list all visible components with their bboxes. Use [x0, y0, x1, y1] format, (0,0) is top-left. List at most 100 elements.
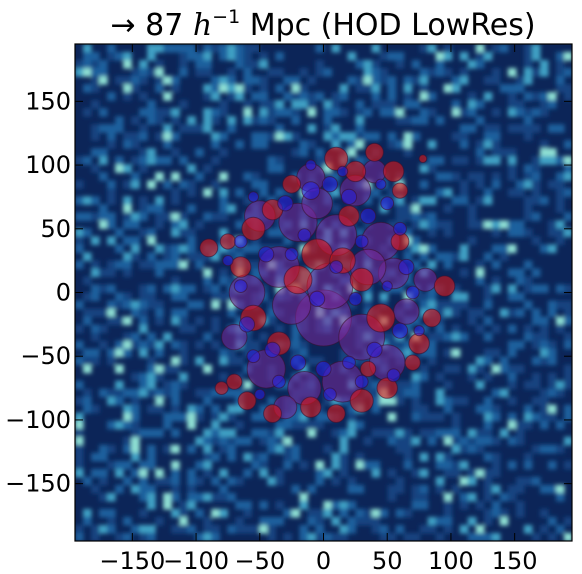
- heatmap-cell: [331, 428, 341, 438]
- heatmap-cell: [171, 492, 180, 502]
- heatmap-cell: [403, 276, 413, 286]
- heatmap-cell: [251, 172, 260, 181]
- heatmap-cell: [451, 444, 461, 454]
- heatmap-cell: [475, 444, 485, 454]
- heatmap-cell: [483, 284, 493, 294]
- heatmap-cell: [227, 84, 236, 93]
- heatmap-cell: [427, 228, 437, 237]
- heatmap-cell: [515, 100, 525, 109]
- heatmap-cell: [507, 92, 517, 101]
- heatmap-cell: [291, 324, 301, 334]
- heatmap-cell: [251, 524, 260, 534]
- heatmap-cell: [435, 332, 445, 342]
- heatmap-cell: [147, 228, 156, 237]
- heatmap-cell: [299, 148, 309, 157]
- heatmap-cell: [531, 108, 541, 117]
- heatmap-cell: [219, 444, 228, 454]
- heatmap-cell: [483, 428, 493, 438]
- heatmap-cell: [363, 220, 373, 229]
- heatmap-cell: [235, 316, 244, 326]
- heatmap-cell: [523, 380, 533, 390]
- heatmap-cell: [123, 76, 132, 85]
- heatmap-cell: [219, 356, 228, 366]
- heatmap-cell: [251, 236, 260, 246]
- heatmap-cell: [387, 492, 397, 502]
- heatmap-cell: [435, 484, 445, 494]
- heatmap-cell: [443, 460, 453, 470]
- heatmap-cell: [515, 124, 525, 133]
- heatmap-cell: [363, 508, 373, 518]
- heatmap-cell: [99, 476, 108, 486]
- heatmap-cell: [187, 180, 196, 189]
- heatmap-cell: [563, 68, 572, 77]
- heatmap-cell: [203, 276, 212, 286]
- heatmap-cell: [107, 92, 116, 101]
- red-halos: [199, 142, 456, 424]
- heatmap-cell: [531, 444, 541, 454]
- heatmap-cell: [347, 428, 357, 438]
- heatmap-cell: [283, 420, 293, 430]
- heatmap-cell: [123, 268, 132, 278]
- heatmap-cell: [459, 492, 469, 502]
- heatmap-cell: [379, 68, 389, 77]
- heatmap-cell: [147, 180, 156, 189]
- heatmap-cell: [147, 52, 156, 61]
- heatmap-cell: [155, 340, 164, 350]
- heatmap-cell: [411, 204, 421, 213]
- heatmap-cell: [443, 492, 453, 502]
- heatmap-cell: [491, 484, 501, 494]
- heatmap-cell: [155, 372, 164, 382]
- heatmap-cell: [171, 148, 180, 157]
- heatmap-cell: [443, 300, 453, 310]
- heatmap-cell: [275, 324, 285, 334]
- heatmap-cell: [467, 108, 477, 117]
- heatmap-cell: [435, 324, 445, 334]
- heatmap-cell: [499, 388, 509, 398]
- red-halo-circle: [282, 174, 302, 194]
- heatmap-cell: [187, 404, 196, 414]
- heatmap-cell: [403, 100, 413, 109]
- heatmap-cell: [171, 276, 180, 286]
- heatmap-cell: [179, 260, 188, 270]
- heatmap-cell: [539, 196, 549, 205]
- heatmap-cell: [547, 156, 557, 165]
- heatmap-cell: [171, 340, 180, 350]
- heatmap-cell: [203, 444, 212, 454]
- heatmap-cell: [427, 196, 437, 205]
- heatmap-cell: [115, 468, 124, 478]
- heatmap-cell: [331, 516, 341, 526]
- heatmap-cell: [547, 244, 557, 254]
- heatmap-cell: [459, 436, 469, 446]
- heatmap-cell: [547, 300, 557, 310]
- heatmap-cell: [459, 476, 469, 486]
- heatmap-cell: [499, 44, 509, 53]
- heatmap-cell: [435, 412, 445, 422]
- heatmap-cell: [547, 340, 557, 350]
- heatmap-cell: [131, 300, 140, 310]
- heatmap-cell: [155, 308, 164, 318]
- heatmap-cell: [195, 508, 204, 518]
- heatmap-cell: [443, 508, 453, 518]
- heatmap-cell: [227, 452, 236, 462]
- heatmap-cell: [339, 108, 349, 117]
- heatmap-cell: [235, 60, 244, 69]
- heatmap-cell: [259, 52, 268, 61]
- heatmap-cell: [91, 332, 100, 342]
- red-halo-circle: [382, 160, 405, 183]
- heatmap-cell: [387, 340, 397, 350]
- heatmap-cell: [467, 308, 477, 318]
- heatmap-cell: [427, 428, 437, 438]
- heatmap-cell: [115, 380, 124, 390]
- heatmap-cell: [443, 524, 453, 534]
- heatmap-cell: [131, 484, 140, 494]
- blue-halo-circle: [289, 354, 307, 371]
- heatmap-cell: [403, 340, 413, 350]
- heatmap-cell: [427, 260, 437, 270]
- heatmap-cell: [395, 196, 405, 205]
- heatmap-cell: [91, 124, 100, 133]
- heatmap-cell: [371, 460, 381, 470]
- heatmap-cell: [187, 444, 196, 454]
- heatmap-cell: [187, 420, 196, 430]
- heatmap-cell: [227, 412, 236, 422]
- heatmap-cell: [523, 276, 533, 286]
